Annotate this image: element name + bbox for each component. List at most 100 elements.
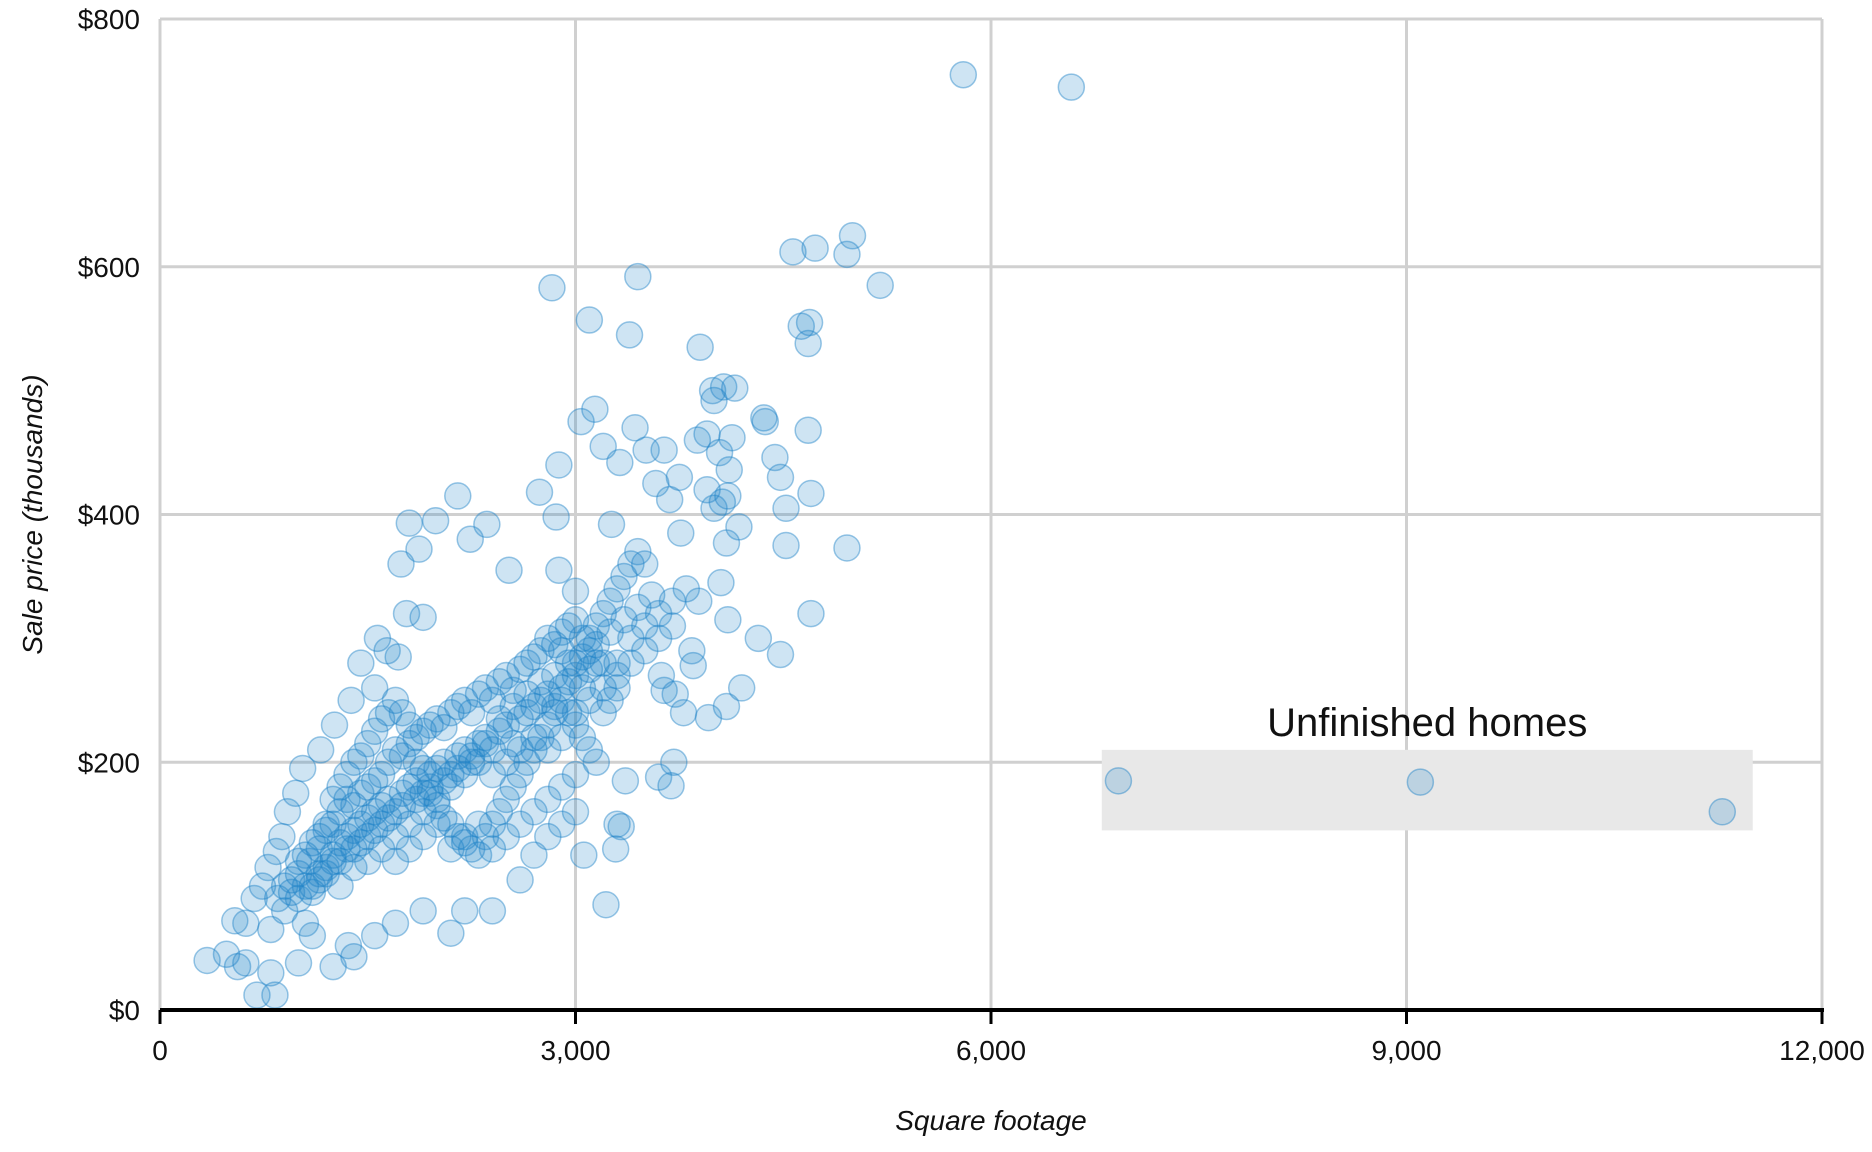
data-point: [270, 872, 299, 900]
data-point: [444, 482, 472, 510]
data-point: [478, 736, 507, 764]
data-point: [416, 711, 444, 739]
data-point: [499, 692, 527, 721]
data-point: [672, 575, 701, 603]
data-point: [485, 798, 514, 826]
data-point: [395, 773, 424, 801]
data-point: [534, 736, 562, 764]
data-point: [257, 959, 285, 987]
data-point: [534, 822, 562, 851]
data-point: [437, 919, 465, 947]
data-point: [527, 667, 555, 696]
data-point: [801, 234, 829, 262]
data-point: [464, 810, 493, 838]
data-point: [409, 897, 437, 925]
data-point: [212, 940, 241, 969]
data-point: [374, 698, 403, 727]
data-point: [395, 729, 424, 758]
data-point: [320, 711, 349, 739]
data-point: [506, 655, 534, 684]
data-point: [333, 760, 361, 789]
data-point: [492, 822, 520, 851]
data-point: [248, 872, 277, 900]
data-point: [437, 760, 465, 789]
data-point: [631, 637, 659, 665]
data-point: [575, 637, 604, 665]
data-point: [340, 835, 368, 863]
data-point: [833, 534, 861, 562]
data-point: [478, 760, 507, 789]
data-point: [416, 773, 444, 801]
data-point: [554, 667, 583, 696]
data-point: [409, 717, 437, 746]
data-point: [326, 798, 354, 826]
data-point: [540, 630, 569, 659]
data-point: [326, 773, 354, 801]
data-point: [520, 643, 548, 671]
data-point: [527, 723, 555, 752]
data-point: [437, 698, 465, 727]
data-point: [561, 649, 590, 677]
data-point: [794, 416, 822, 445]
data-point: [547, 773, 576, 801]
data-point: [506, 810, 534, 838]
data-point: [221, 907, 249, 935]
data-point: [340, 791, 368, 820]
data-point: [568, 624, 597, 653]
data-point: [305, 859, 334, 888]
data-point: [714, 606, 742, 634]
data-point: [457, 835, 486, 863]
data-point: [409, 779, 437, 807]
data-point: [450, 760, 479, 789]
data-point: [392, 599, 421, 628]
data-point: [254, 853, 282, 882]
data-point: [409, 798, 437, 826]
data-point: [617, 550, 645, 578]
data-point: [437, 810, 465, 838]
data-point: [423, 791, 451, 820]
data-point: [581, 395, 609, 423]
data-point: [655, 485, 684, 514]
annotation-region: Unfinished homes: [1101, 701, 1753, 831]
data-point: [794, 329, 822, 358]
data-point: [298, 878, 327, 907]
data-point: [686, 333, 714, 362]
data-point: [561, 661, 590, 690]
data-point: [363, 624, 392, 653]
data-point: [617, 624, 645, 653]
data-point: [833, 240, 861, 269]
data-point: [444, 692, 472, 721]
data-point: [367, 835, 396, 863]
data-point: [437, 773, 465, 801]
data-point: [450, 897, 479, 925]
data-point: [354, 804, 382, 832]
data-point: [306, 736, 335, 764]
data-point: [698, 376, 727, 405]
data-point: [471, 822, 500, 851]
data-point: [268, 822, 296, 851]
data-point: [727, 674, 756, 702]
data-point: [554, 698, 583, 727]
data-point: [478, 686, 507, 715]
data-point: [617, 649, 645, 677]
data-point: [367, 791, 396, 820]
data-point: [464, 680, 493, 708]
data-point: [367, 760, 396, 789]
data-point: [354, 773, 382, 801]
data-point: [367, 810, 396, 838]
data-point: [545, 451, 573, 479]
data-point: [631, 550, 659, 578]
data-point: [568, 723, 597, 752]
data-point: [582, 612, 611, 640]
data-point: [456, 525, 484, 554]
data-point: [281, 779, 310, 807]
data-point: [575, 686, 604, 715]
data-point: [575, 655, 604, 684]
data-point: [520, 841, 548, 869]
data-point: [658, 612, 687, 640]
data-point: [347, 810, 375, 838]
data-point: [485, 705, 514, 733]
data-point: [312, 859, 340, 888]
data-point: [381, 847, 410, 876]
data-point: [715, 456, 743, 484]
